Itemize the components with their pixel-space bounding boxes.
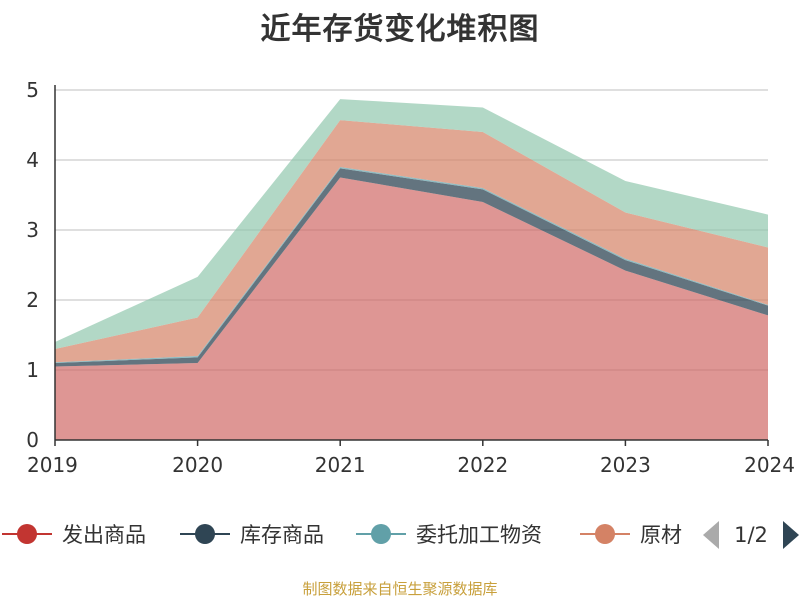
y-tick-label: 3 — [26, 218, 39, 242]
triangle-left-icon[interactable] — [703, 521, 719, 549]
plot-areas — [55, 99, 768, 440]
legend-label: 原材 — [640, 523, 682, 547]
y-tick-label: 5 — [26, 78, 39, 102]
legend-item[interactable]: 原材 — [580, 523, 682, 547]
legend-item[interactable]: 委托加工物资 — [356, 523, 542, 547]
legend-item[interactable]: 库存商品 — [180, 523, 324, 547]
axes: 0 1 2 3 4 5 2019 2020 2021 2022 2023 2024 — [26, 78, 795, 477]
legend: 发出商品 库存商品 委托加工物资 原材 1/2 — [2, 521, 799, 549]
y-tick-label: 4 — [26, 148, 39, 172]
triangle-right-icon[interactable] — [783, 521, 799, 549]
area-series-3 — [55, 120, 768, 363]
x-tick-label: 2020 — [172, 453, 223, 477]
legend-label: 库存商品 — [240, 523, 324, 547]
legend-label: 委托加工物资 — [416, 523, 542, 547]
legend-page-indicator: 1/2 — [734, 523, 768, 547]
legend-label: 发出商品 — [62, 523, 146, 547]
x-tick-label: 2021 — [315, 453, 366, 477]
chart-title: 近年存货变化堆积图 — [260, 12, 540, 47]
y-tick-label: 0 — [26, 428, 39, 452]
area-series-0 — [55, 177, 768, 440]
x-tick-label: 2022 — [457, 453, 508, 477]
area-series-4 — [55, 99, 768, 349]
legend-marker — [371, 524, 391, 544]
x-tick-label: 2019 — [27, 453, 78, 477]
y-tick-label: 1 — [26, 358, 39, 382]
legend-item[interactable]: 发出商品 — [2, 523, 146, 547]
legend-marker — [195, 524, 215, 544]
legend-marker — [17, 524, 37, 544]
y-tick-label: 2 — [26, 288, 39, 312]
legend-marker — [595, 524, 615, 544]
x-tick-label: 2024 — [744, 453, 795, 477]
x-tick-label: 2023 — [600, 453, 651, 477]
source-note: 制图数据来自恒生聚源数据库 — [302, 580, 498, 598]
area-series-1 — [55, 168, 768, 367]
